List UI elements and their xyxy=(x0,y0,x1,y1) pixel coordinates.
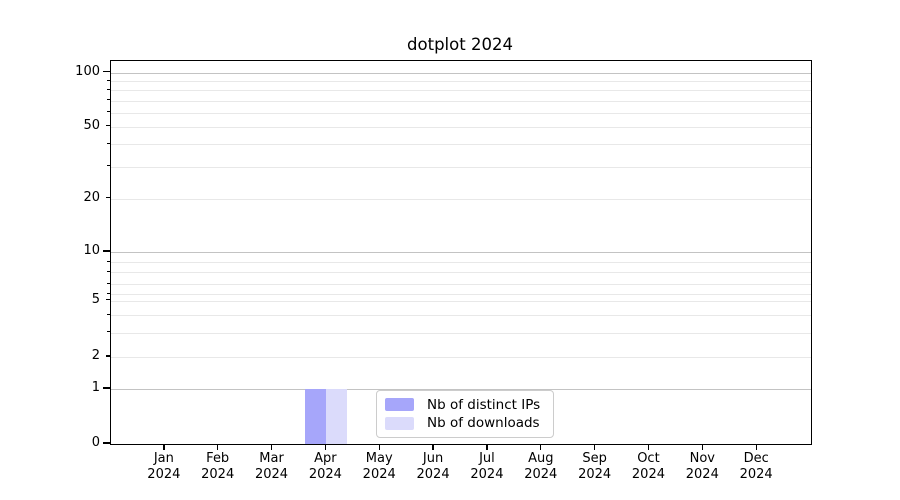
x-tick-mark xyxy=(324,444,327,451)
y-tick-mark xyxy=(103,442,110,444)
x-tick-label: Nov 2024 xyxy=(685,451,719,482)
x-tick-mark xyxy=(432,444,434,451)
x-tick-label: Aug 2024 xyxy=(524,451,558,482)
y-gridline xyxy=(111,294,811,296)
y-tick-mark xyxy=(103,71,110,73)
y-minor-tick-mark xyxy=(107,79,110,81)
legend-swatch-downloads xyxy=(385,416,414,430)
x-tick-label: Sep 2024 xyxy=(578,451,612,482)
x-tick-mark xyxy=(701,444,703,451)
legend-swatch-distinct-ips xyxy=(385,398,414,412)
legend-label-distinct-ips: Nb of distinct IPs xyxy=(427,396,541,413)
legend-row-distinct-ips: Nb of distinct IPs xyxy=(385,397,545,413)
x-tick-mark xyxy=(647,444,650,451)
y-gridline xyxy=(111,284,811,286)
x-tick-mark xyxy=(486,444,488,451)
y-tick-mark xyxy=(103,250,110,252)
x-tick-mark xyxy=(217,444,219,451)
x-tick-label: Feb 2024 xyxy=(201,451,235,482)
x-tick-label: Dec 2024 xyxy=(739,451,773,482)
y-tick-mark xyxy=(105,355,110,357)
y-tick-label: 10 xyxy=(83,243,100,258)
y-minor-tick-mark xyxy=(107,111,110,113)
bar-distinct-ips xyxy=(305,389,327,444)
x-tick-mark xyxy=(755,444,757,451)
y-minor-tick-mark xyxy=(107,292,110,295)
plot-area xyxy=(110,60,812,445)
y-minor-tick-mark xyxy=(107,331,110,333)
y-tick-label: 100 xyxy=(75,63,100,79)
x-tick-label: Jun 2024 xyxy=(416,451,450,482)
y-tick-label: 0 xyxy=(91,435,100,450)
y-gridline xyxy=(111,357,811,358)
y-gridline xyxy=(111,315,811,316)
y-gridline xyxy=(111,198,811,200)
x-tick-mark xyxy=(270,444,273,451)
y-tick-mark xyxy=(105,125,110,127)
y-gridline xyxy=(111,272,811,273)
y-gridline xyxy=(111,126,811,128)
y-tick-label: 50 xyxy=(83,117,100,133)
y-minor-tick-mark xyxy=(107,165,110,167)
x-tick-mark xyxy=(163,444,165,451)
x-tick-mark xyxy=(540,444,542,451)
y-minor-tick-mark xyxy=(107,142,110,144)
x-tick-mark xyxy=(594,444,596,451)
legend-row-downloads: Nb of downloads xyxy=(385,415,545,431)
x-tick-label: Jul 2024 xyxy=(470,451,504,482)
y-gridline xyxy=(111,300,811,302)
y-gridline xyxy=(111,72,811,74)
y-tick-label: 2 xyxy=(91,348,100,363)
y-tick-mark xyxy=(103,387,110,389)
y-tick-label: 20 xyxy=(83,189,100,205)
y-minor-tick-mark xyxy=(107,260,110,262)
chart-title: dotplot 2024 xyxy=(407,35,513,54)
bar-downloads xyxy=(326,389,348,444)
y-tick-mark xyxy=(105,298,110,301)
y-gridline xyxy=(111,90,811,92)
y-gridline xyxy=(111,332,811,334)
y-minor-tick-mark xyxy=(107,313,110,315)
x-tick-mark xyxy=(378,444,380,451)
y-tick-label: 1 xyxy=(91,380,100,395)
x-tick-label: May 2024 xyxy=(362,451,396,482)
y-gridline xyxy=(111,100,811,102)
legend-label-downloads: Nb of downloads xyxy=(427,415,540,432)
y-tick-mark xyxy=(105,197,110,199)
legend: Nb of distinct IPs Nb of downloads xyxy=(376,390,554,438)
y-minor-tick-mark xyxy=(107,270,110,272)
y-gridline xyxy=(111,252,811,253)
y-tick-label: 5 xyxy=(91,291,100,307)
y-gridline xyxy=(111,144,811,146)
y-gridline xyxy=(111,389,811,390)
y-gridline xyxy=(111,166,811,168)
y-gridline xyxy=(111,81,811,82)
y-minor-tick-mark xyxy=(107,99,110,101)
x-tick-label: Mar 2024 xyxy=(254,451,289,482)
y-gridline xyxy=(111,262,811,263)
y-gridline xyxy=(111,112,811,114)
y-minor-tick-mark xyxy=(107,282,110,285)
y-minor-tick-mark xyxy=(107,88,110,90)
x-tick-label: Jan 2024 xyxy=(147,451,181,482)
x-tick-label: Apr 2024 xyxy=(308,451,342,482)
x-tick-label: Oct 2024 xyxy=(631,451,665,482)
